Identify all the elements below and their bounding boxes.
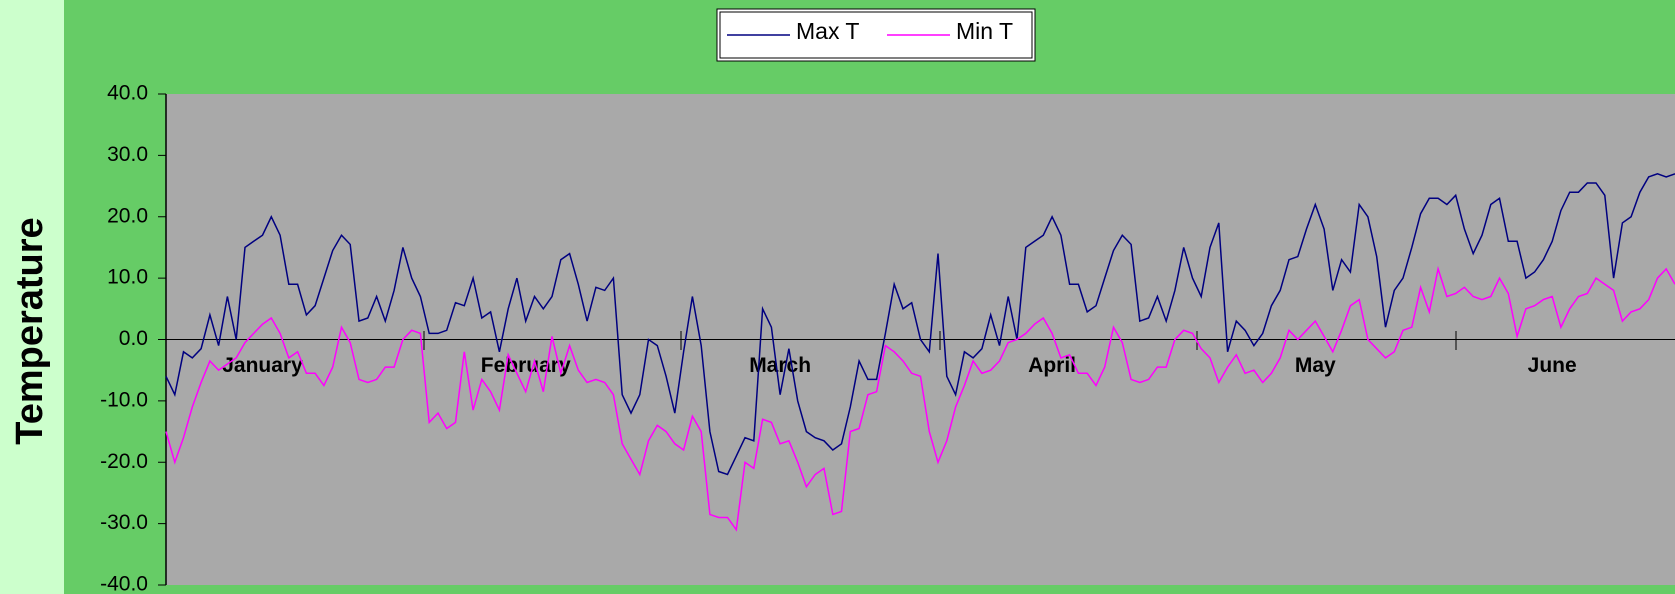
y-tick-label: 30.0 — [107, 143, 148, 166]
legend: Max T Min T — [716, 8, 1036, 62]
legend-label: Max T — [796, 18, 859, 44]
x-tick-label: June — [1528, 354, 1577, 377]
y-axis-title: Temperature — [9, 217, 51, 444]
y-tick-label: 0.0 — [119, 327, 148, 350]
y-tick-label: -20.0 — [100, 450, 148, 473]
legend-inner-border — [719, 11, 1033, 59]
x-tick-label: March — [749, 354, 811, 377]
x-tick-label: January — [222, 354, 303, 377]
y-tick-label: -30.0 — [100, 511, 148, 534]
legend-label: Min T — [956, 18, 1013, 44]
y-tick-label: 40.0 — [107, 82, 148, 105]
side-strip — [0, 0, 64, 594]
x-tick-label: April — [1028, 354, 1076, 377]
x-tick-label: May — [1295, 354, 1336, 377]
y-tick-label: 10.0 — [107, 266, 148, 289]
series-line — [165, 265, 1675, 532]
month-ticks — [423, 331, 1457, 350]
series-line — [165, 173, 1675, 476]
y-tick-label: 20.0 — [107, 204, 148, 227]
y-tick-label: -10.0 — [100, 388, 148, 411]
y-tick-label: -40.0 — [100, 573, 148, 594]
